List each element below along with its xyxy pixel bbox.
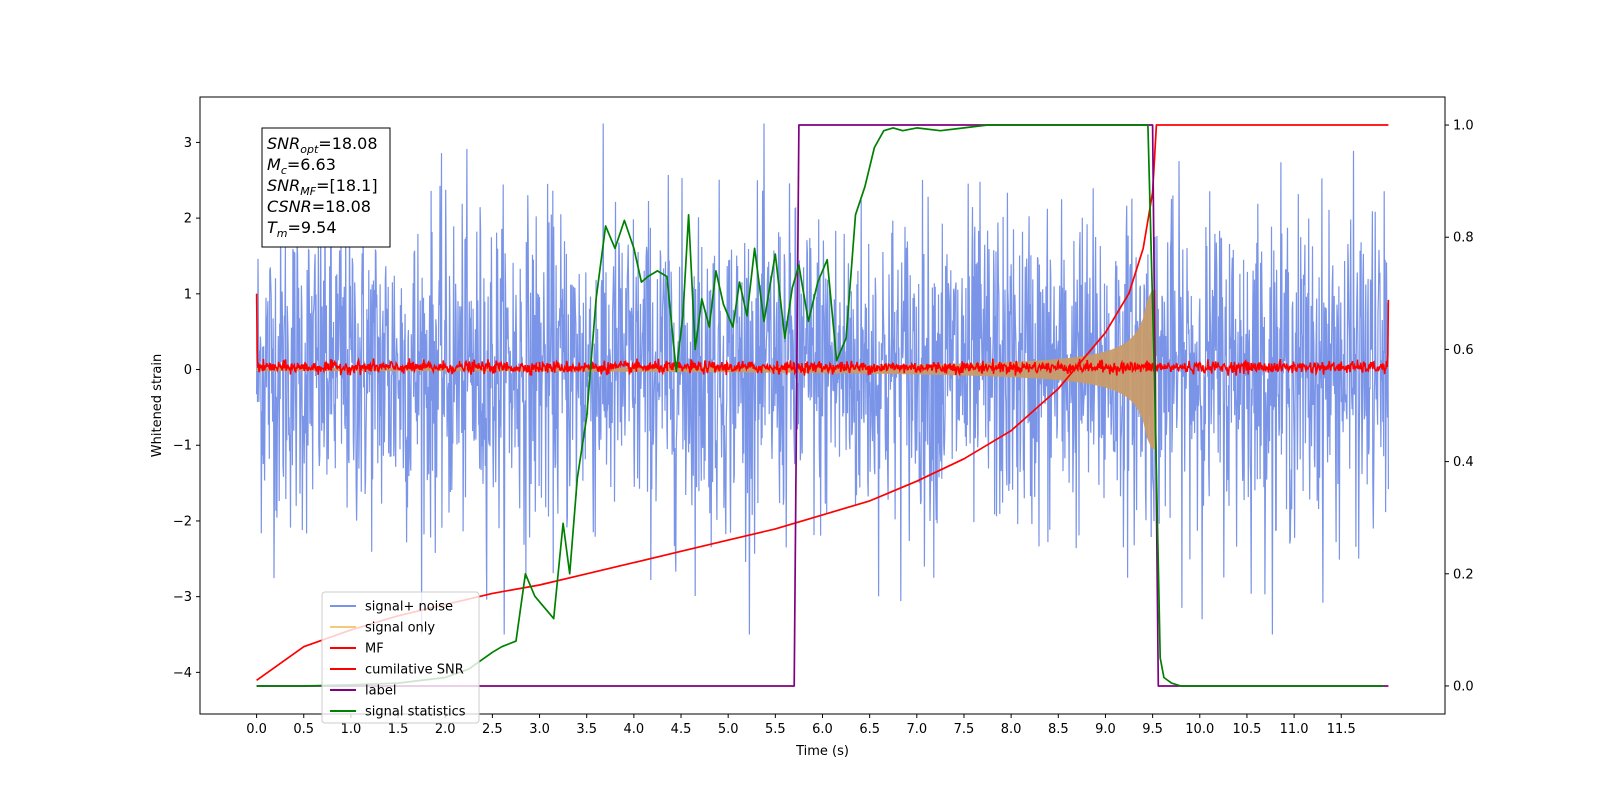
- y-axis-left: 3 2 1 0 −1 −2 −3 −4: [173, 136, 200, 681]
- y-left-tick-label: −1: [173, 439, 192, 454]
- y-left-tick-label: −3: [173, 590, 192, 605]
- x-tick-label: 9.0: [1095, 722, 1116, 737]
- x-tick-label: 4.5: [671, 722, 692, 737]
- x-tick-label: 8.0: [1001, 722, 1022, 737]
- x-tick-label: 7.0: [906, 722, 927, 737]
- csnr-annotation: CSNR=18.08: [267, 197, 371, 216]
- x-tick-label: 10.0: [1185, 722, 1214, 737]
- csnr-value: =18.08: [312, 197, 371, 216]
- x-tick-label: 6.0: [812, 722, 833, 737]
- legend-label: signal+ noise: [365, 600, 453, 615]
- x-tick-label: 2.0: [435, 722, 456, 737]
- x-axis-label: Time (s): [795, 744, 849, 759]
- x-tick-label: 2.5: [482, 722, 503, 737]
- snr-mf-value: =[18.1]: [316, 176, 378, 195]
- y-right-tick-label: 0.0: [1453, 679, 1474, 694]
- x-tick-label: 8.5: [1048, 722, 1069, 737]
- x-tick-label: 9.5: [1142, 722, 1163, 737]
- x-tick-label: 0.5: [293, 722, 314, 737]
- x-tick-label: 11.0: [1280, 722, 1309, 737]
- legend-label: label: [365, 684, 396, 699]
- x-tick-label: 5.0: [718, 722, 739, 737]
- y-left-tick-label: 1: [184, 287, 192, 302]
- tm-value: =9.54: [288, 218, 337, 237]
- y-axis-label: Whitened strain: [150, 354, 165, 457]
- legend-label: MF: [365, 642, 384, 657]
- series-signal-statistics: [256, 124, 1384, 687]
- series-mf: [255, 293, 1390, 377]
- mc-value: =6.63: [287, 155, 336, 174]
- snr-mf-annotation: SNRMF=[18.1]: [267, 176, 378, 198]
- y-left-tick-label: 0: [184, 363, 192, 378]
- y-right-tick-label: 0.8: [1453, 231, 1474, 246]
- x-axis: 0.0 0.5 1.0 1.5 2.0 2.5 3.0 3.5 4.0 4.5 5.0 5.5 6.0 6…: [246, 714, 1356, 737]
- x-tick-label: 10.5: [1232, 722, 1261, 737]
- legend-frame: [321, 591, 480, 724]
- legend: signal+ noise signal only MF cumilative SNR…: [321, 591, 480, 724]
- legend-label: signal statistics: [365, 705, 466, 720]
- x-tick-label: 4.0: [624, 722, 645, 737]
- x-tick-label: 11.5: [1327, 722, 1356, 737]
- legend-label: signal only: [365, 621, 435, 636]
- annotation-box: SNRopt=18.08 Mc=6.63 SNRMF=[18.1] CSNR=1…: [261, 127, 391, 248]
- legend-label: cumilative SNR: [365, 663, 464, 678]
- x-tick-label: 1.0: [341, 722, 362, 737]
- y-left-tick-label: −4: [173, 666, 192, 681]
- y-right-tick-label: 0.6: [1453, 343, 1474, 358]
- mc-annotation: Mc=6.63: [267, 155, 336, 177]
- y-right-tick-label: 0.2: [1453, 567, 1474, 582]
- series-signal-noise: [256, 123, 1389, 635]
- y-left-tick-label: 3: [184, 136, 192, 151]
- y-right-tick-label: 0.4: [1453, 455, 1474, 470]
- x-tick-label: 3.0: [529, 722, 550, 737]
- x-tick-label: 6.5: [859, 722, 880, 737]
- snr-opt-value: =18.08: [318, 134, 377, 153]
- y-left-tick-label: 2: [184, 212, 192, 227]
- y-left-tick-label: −2: [173, 514, 192, 529]
- y-right-tick-label: 1.0: [1453, 119, 1474, 134]
- x-tick-label: 3.5: [576, 722, 597, 737]
- x-tick-label: 7.5: [954, 722, 975, 737]
- x-tick-label: 0.0: [246, 722, 267, 737]
- x-tick-label: 1.5: [388, 722, 409, 737]
- y-axis-right: 1.0 0.8 0.6 0.4 0.2 0.0: [1445, 119, 1474, 694]
- tm-annotation: Tm=9.54: [267, 218, 337, 240]
- snr-opt-annotation: SNRopt=18.08: [267, 134, 378, 156]
- x-tick-label: 5.5: [765, 722, 786, 737]
